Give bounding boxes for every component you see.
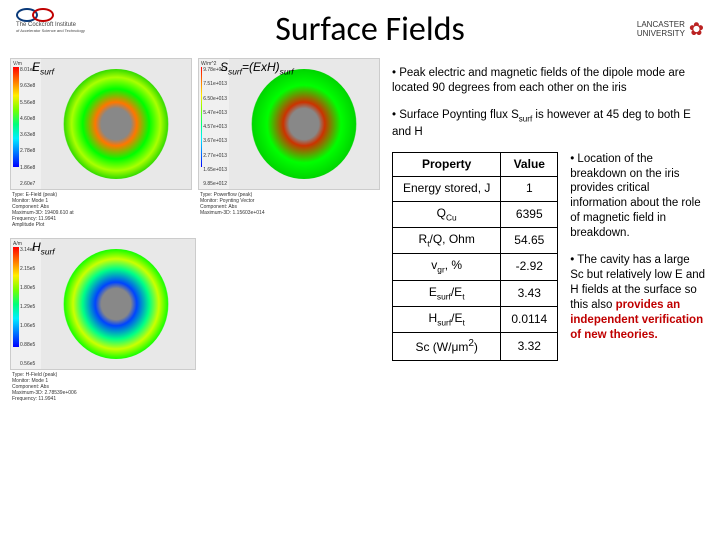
properties-table-block: Property Value Energy stored, J1QCu6395R… xyxy=(392,152,558,361)
content: Esurf V/m 8.01e89.63e85.56e84.60e83.63e8… xyxy=(0,58,720,404)
table-row: Sc (W/μm2)3.32 xyxy=(393,333,558,361)
cell-value: -2.92 xyxy=(501,254,558,280)
scale-tick: 3.63e8 xyxy=(20,132,39,138)
scale-tick: 9.63e8 xyxy=(20,83,39,89)
table-row: Hsurf/Et0.0114 xyxy=(393,307,558,333)
right-column: • Peak electric and magnetic fields of t… xyxy=(388,58,710,404)
sim-e-surf: Esurf V/m 8.01e89.63e85.56e84.60e83.63e8… xyxy=(10,58,192,230)
scale-tick: 1.06e5 xyxy=(20,323,39,329)
table-row: Rt/Q, Ohm54.65 xyxy=(393,228,558,254)
cell-property: Energy stored, J xyxy=(393,177,501,202)
cell-property: QCu xyxy=(393,201,501,227)
scale-tick: 2.15e5 xyxy=(20,266,39,272)
logo-left-sub: of Accelerator Science and Technology xyxy=(16,28,136,33)
simulations-column: Esurf V/m 8.01e89.63e85.56e84.60e83.63e8… xyxy=(10,58,380,404)
cell-property: Sc (W/μm2) xyxy=(393,333,501,361)
scale-tick: 1.29e5 xyxy=(20,304,39,310)
cockcroft-logo: The Cockcroft Institute of Accelerator S… xyxy=(16,8,136,50)
cell-property: Esurf/Et xyxy=(393,280,501,306)
scale-tick: 5.47e+013 xyxy=(203,110,227,116)
cell-value: 3.32 xyxy=(501,333,558,361)
th-value: Value xyxy=(501,152,558,177)
scale-tick: 9.85e+012 xyxy=(203,181,227,187)
th-property: Property xyxy=(393,152,501,177)
sim-s-surf: Ssurf=(ExH)surf W/m^2 9.78e+0137.51e+013… xyxy=(198,58,380,230)
properties-table: Property Value Energy stored, J1QCu6395R… xyxy=(392,152,558,361)
bullet-3: • Location of the breakdown on the iris … xyxy=(570,152,706,242)
sim-s-label: Ssurf=(ExH)surf xyxy=(220,60,294,76)
rose-icon: ✿ xyxy=(689,19,704,40)
scale-tick: 0.88e5 xyxy=(20,342,39,348)
bullet-4: • The cavity has a large Sc but relative… xyxy=(570,253,706,343)
s-info: Type: Powerflow (peak) Monitor: Poynting… xyxy=(198,190,380,218)
e-info: Type: E-Field (peak) Monitor: Mode 1 Com… xyxy=(10,190,192,230)
table-and-bullets: Property Value Energy stored, J1QCu6395R… xyxy=(392,152,706,361)
scale-tick: 0.56e5 xyxy=(20,361,39,367)
s-scale: W/m^2 9.78e+0137.51e+0136.50e+0135.47e+0… xyxy=(199,59,229,189)
scale-tick: 2.77e+013 xyxy=(203,153,227,159)
scale-tick: 2.60e7 xyxy=(20,181,39,187)
h-cavity xyxy=(41,239,191,369)
sim-e-label: Esurf xyxy=(32,60,54,76)
bullet-1: • Peak electric and magnetic fields of t… xyxy=(392,66,706,96)
h-info: Type: H-Field (peak) Monitor: Mode 1 Com… xyxy=(10,370,380,404)
scale-tick: 1.80e5 xyxy=(20,285,39,291)
e-cavity xyxy=(41,59,191,189)
scale-tick: 5.56e8 xyxy=(20,100,39,106)
cell-value: 54.65 xyxy=(501,228,558,254)
scale-tick: 7.51e+013 xyxy=(203,81,227,87)
scale-tick: 2.78e8 xyxy=(20,148,39,154)
table-row: Esurf/Et3.43 xyxy=(393,280,558,306)
bullet-2: • Surface Poynting flux Ssurf is however… xyxy=(392,108,706,140)
cell-property: vgr, % xyxy=(393,254,501,280)
e-scale: V/m 8.01e89.63e85.56e84.60e83.63e82.78e8… xyxy=(11,59,41,189)
cell-property: Rt/Q, Ohm xyxy=(393,228,501,254)
scale-tick: 6.50e+013 xyxy=(203,96,227,102)
sim-h-label: Hsurf xyxy=(32,240,55,256)
table-row: vgr, %-2.92 xyxy=(393,254,558,280)
scale-tick: 4.57e+013 xyxy=(203,124,227,130)
scale-tick: 3.67e+013 xyxy=(203,138,227,144)
scale-tick: 1.65e+013 xyxy=(203,167,227,173)
cell-value: 0.0114 xyxy=(501,307,558,333)
lancaster-logo: LANCASTER UNIVERSITY ✿ xyxy=(604,19,704,40)
cell-value: 3.43 xyxy=(501,280,558,306)
table-row: QCu6395 xyxy=(393,201,558,227)
scale-tick: 4.60e8 xyxy=(20,116,39,122)
cell-value: 1 xyxy=(501,177,558,202)
page-title: Surface Fields xyxy=(136,9,604,50)
s-cavity xyxy=(229,59,379,189)
h-scale: A/m 3.14e52.15e51.80e51.29e51.06e50.88e5… xyxy=(11,239,41,369)
header: The Cockcroft Institute of Accelerator S… xyxy=(0,0,720,58)
sim-h-surf: Hsurf A/m 3.14e52.15e51.80e51.29e51.06e5… xyxy=(10,238,380,404)
cell-property: Hsurf/Et xyxy=(393,307,501,333)
table-row: Energy stored, J1 xyxy=(393,177,558,202)
scale-tick: 1.86e8 xyxy=(20,165,39,171)
cell-value: 6395 xyxy=(501,201,558,227)
